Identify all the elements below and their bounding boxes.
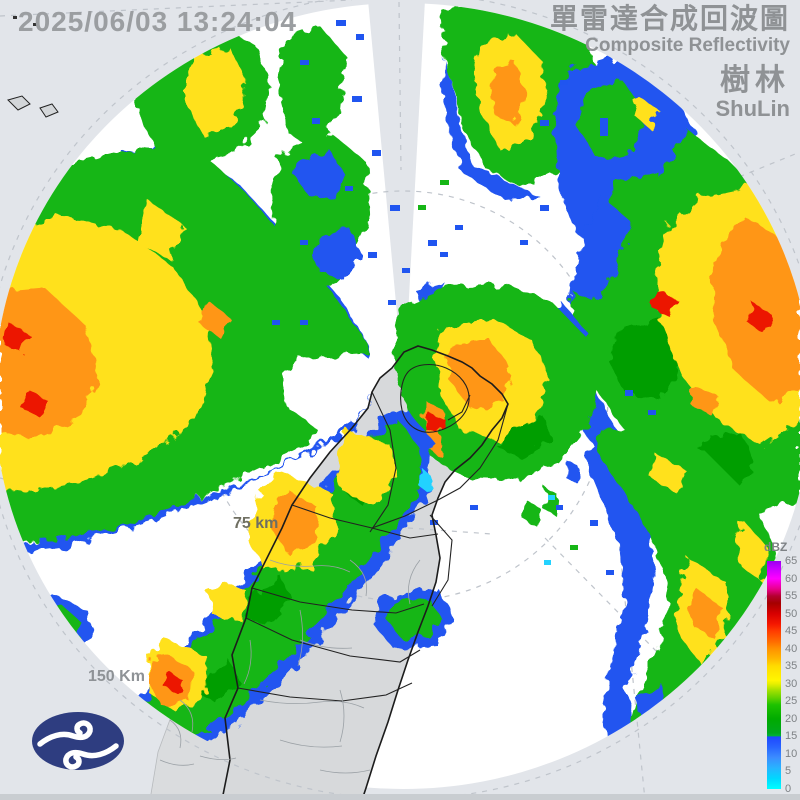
echo-region (652, 290, 678, 317)
echo-speckles (272, 20, 699, 575)
echo-region (200, 300, 230, 338)
echo-region (443, 60, 540, 200)
echo-speckle (368, 252, 377, 258)
echo-speckle (388, 300, 396, 305)
echo-speckle (312, 118, 320, 124)
echo-speckle (418, 205, 426, 210)
latitude-line (407, 527, 493, 535)
echo-region (295, 150, 345, 200)
echo-region (312, 228, 362, 280)
echo-speckle (470, 505, 478, 510)
echo-speckle (590, 520, 598, 526)
echo-region (337, 430, 397, 506)
echo-speckle (540, 120, 549, 126)
echo-region (447, 338, 511, 409)
latitude-line (0, 0, 353, 17)
echo-speckle (570, 545, 578, 550)
echo-speckle (402, 268, 410, 273)
reflectivity-echoes (0, 3, 800, 773)
echo-speckle (455, 225, 463, 230)
echo-speckle (336, 20, 346, 26)
echo-speckle (300, 320, 308, 325)
echo-region (498, 418, 552, 458)
blocked-sector-north (368, 0, 425, 390)
echo-region (186, 48, 248, 138)
echo-region (566, 462, 580, 484)
echo-speckle (440, 252, 448, 257)
echo-speckle (520, 240, 528, 245)
echo-region (524, 500, 540, 528)
echo-speckle (300, 240, 308, 245)
echo-speckle (556, 505, 563, 510)
coastline (221, 345, 509, 800)
echo-speckle (625, 390, 633, 396)
echo-region (4, 322, 28, 352)
echo-speckle (352, 96, 362, 102)
echo-region (0, 288, 98, 440)
taipei-city-border (400, 363, 470, 433)
echo-region (692, 386, 718, 414)
echo-region (653, 454, 686, 493)
echo-speckle (540, 205, 549, 211)
echo-region (164, 671, 183, 694)
echo-speckle (300, 60, 309, 65)
echo-speckle (372, 150, 381, 156)
echo-speckle (548, 495, 555, 500)
echo-region (736, 520, 768, 582)
echo-speckle (440, 180, 449, 185)
echo-region (747, 303, 772, 333)
echo-region (209, 580, 248, 622)
township-borders (159, 559, 421, 774)
county-borders (237, 363, 509, 702)
echo-speckle (390, 205, 400, 211)
echo-region (608, 318, 680, 400)
echo-speckle (606, 570, 614, 575)
echo-region (246, 575, 292, 625)
echo-region (200, 660, 240, 702)
echo-region (584, 436, 655, 770)
echo-speckle (345, 186, 353, 191)
echo-region (633, 96, 659, 129)
echo-region (688, 590, 722, 639)
echo-region (139, 200, 184, 260)
echo-region (277, 26, 346, 150)
echo-speckle (356, 34, 364, 40)
echo-layer-clip (0, 3, 800, 773)
echo-region (416, 468, 434, 492)
echo-region (271, 492, 318, 553)
echo-speckle (272, 320, 280, 325)
echo-speckle (428, 240, 437, 246)
echo-speckle (560, 80, 568, 85)
offshore-islands (7, 16, 59, 118)
echo-region (542, 487, 558, 516)
echo-speckle (648, 410, 656, 415)
boundary-lines (159, 345, 509, 800)
echo-speckle (600, 118, 608, 136)
echo-speckle (544, 560, 551, 565)
echo-region (579, 80, 646, 160)
echo-region (490, 62, 526, 126)
echo-region (22, 391, 48, 418)
